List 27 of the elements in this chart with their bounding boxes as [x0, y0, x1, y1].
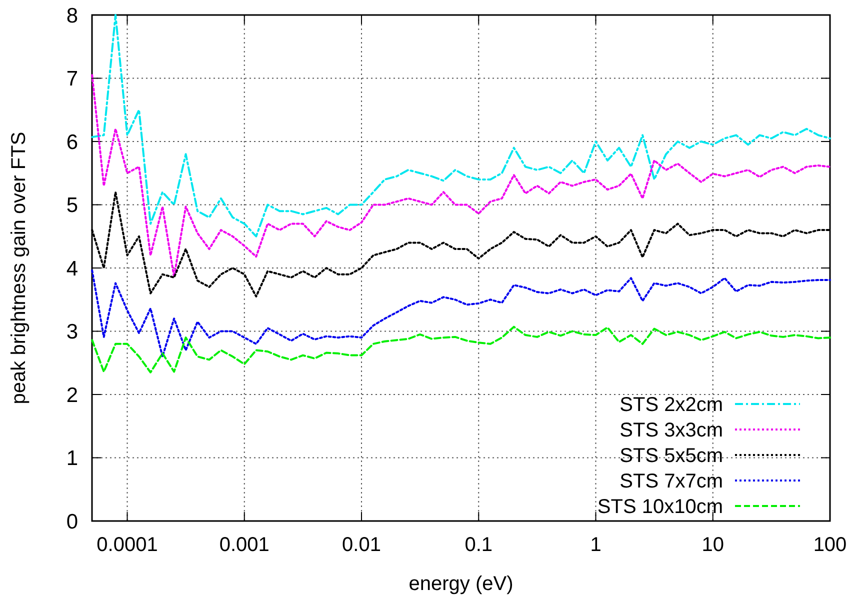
y-tick-label: 8	[66, 4, 78, 28]
legend-label: STS 5x5cm	[620, 445, 723, 467]
x-tick-label: 0.0001	[96, 534, 158, 556]
y-tick-label: 3	[66, 320, 78, 344]
y-tick-label: 7	[66, 68, 78, 91]
legend-label: STS 3x3cm	[620, 420, 723, 442]
x-tick-label: 0.01	[342, 534, 381, 556]
x-tick-label: 1	[590, 534, 602, 556]
x-axis-title: energy (eV)	[408, 573, 514, 595]
y-tick-label: 1	[66, 447, 78, 470]
line-series	[91, 14, 831, 238]
y-axis-title: peak brightness gain over FTS	[8, 132, 30, 404]
x-tick-label: 0.001	[219, 534, 270, 556]
legend-label: STS 2x2cm	[620, 394, 723, 416]
y-tick-label: 5	[66, 194, 78, 218]
x-tick-label: 100	[813, 534, 847, 556]
line-series	[91, 326, 831, 374]
x-tick-label: 10	[702, 534, 724, 556]
x-tick-label: 0.1	[464, 534, 493, 556]
line-series	[91, 74, 831, 278]
y-tick-label: 6	[66, 130, 78, 154]
legend-label: STS 7x7cm	[620, 470, 723, 492]
y-tick-label: 2	[66, 384, 78, 407]
legend-label: STS 10x10cm	[597, 496, 723, 518]
y-tick-label: 4	[66, 257, 78, 280]
y-tick-label: 0	[66, 510, 78, 534]
line-series	[91, 270, 831, 358]
